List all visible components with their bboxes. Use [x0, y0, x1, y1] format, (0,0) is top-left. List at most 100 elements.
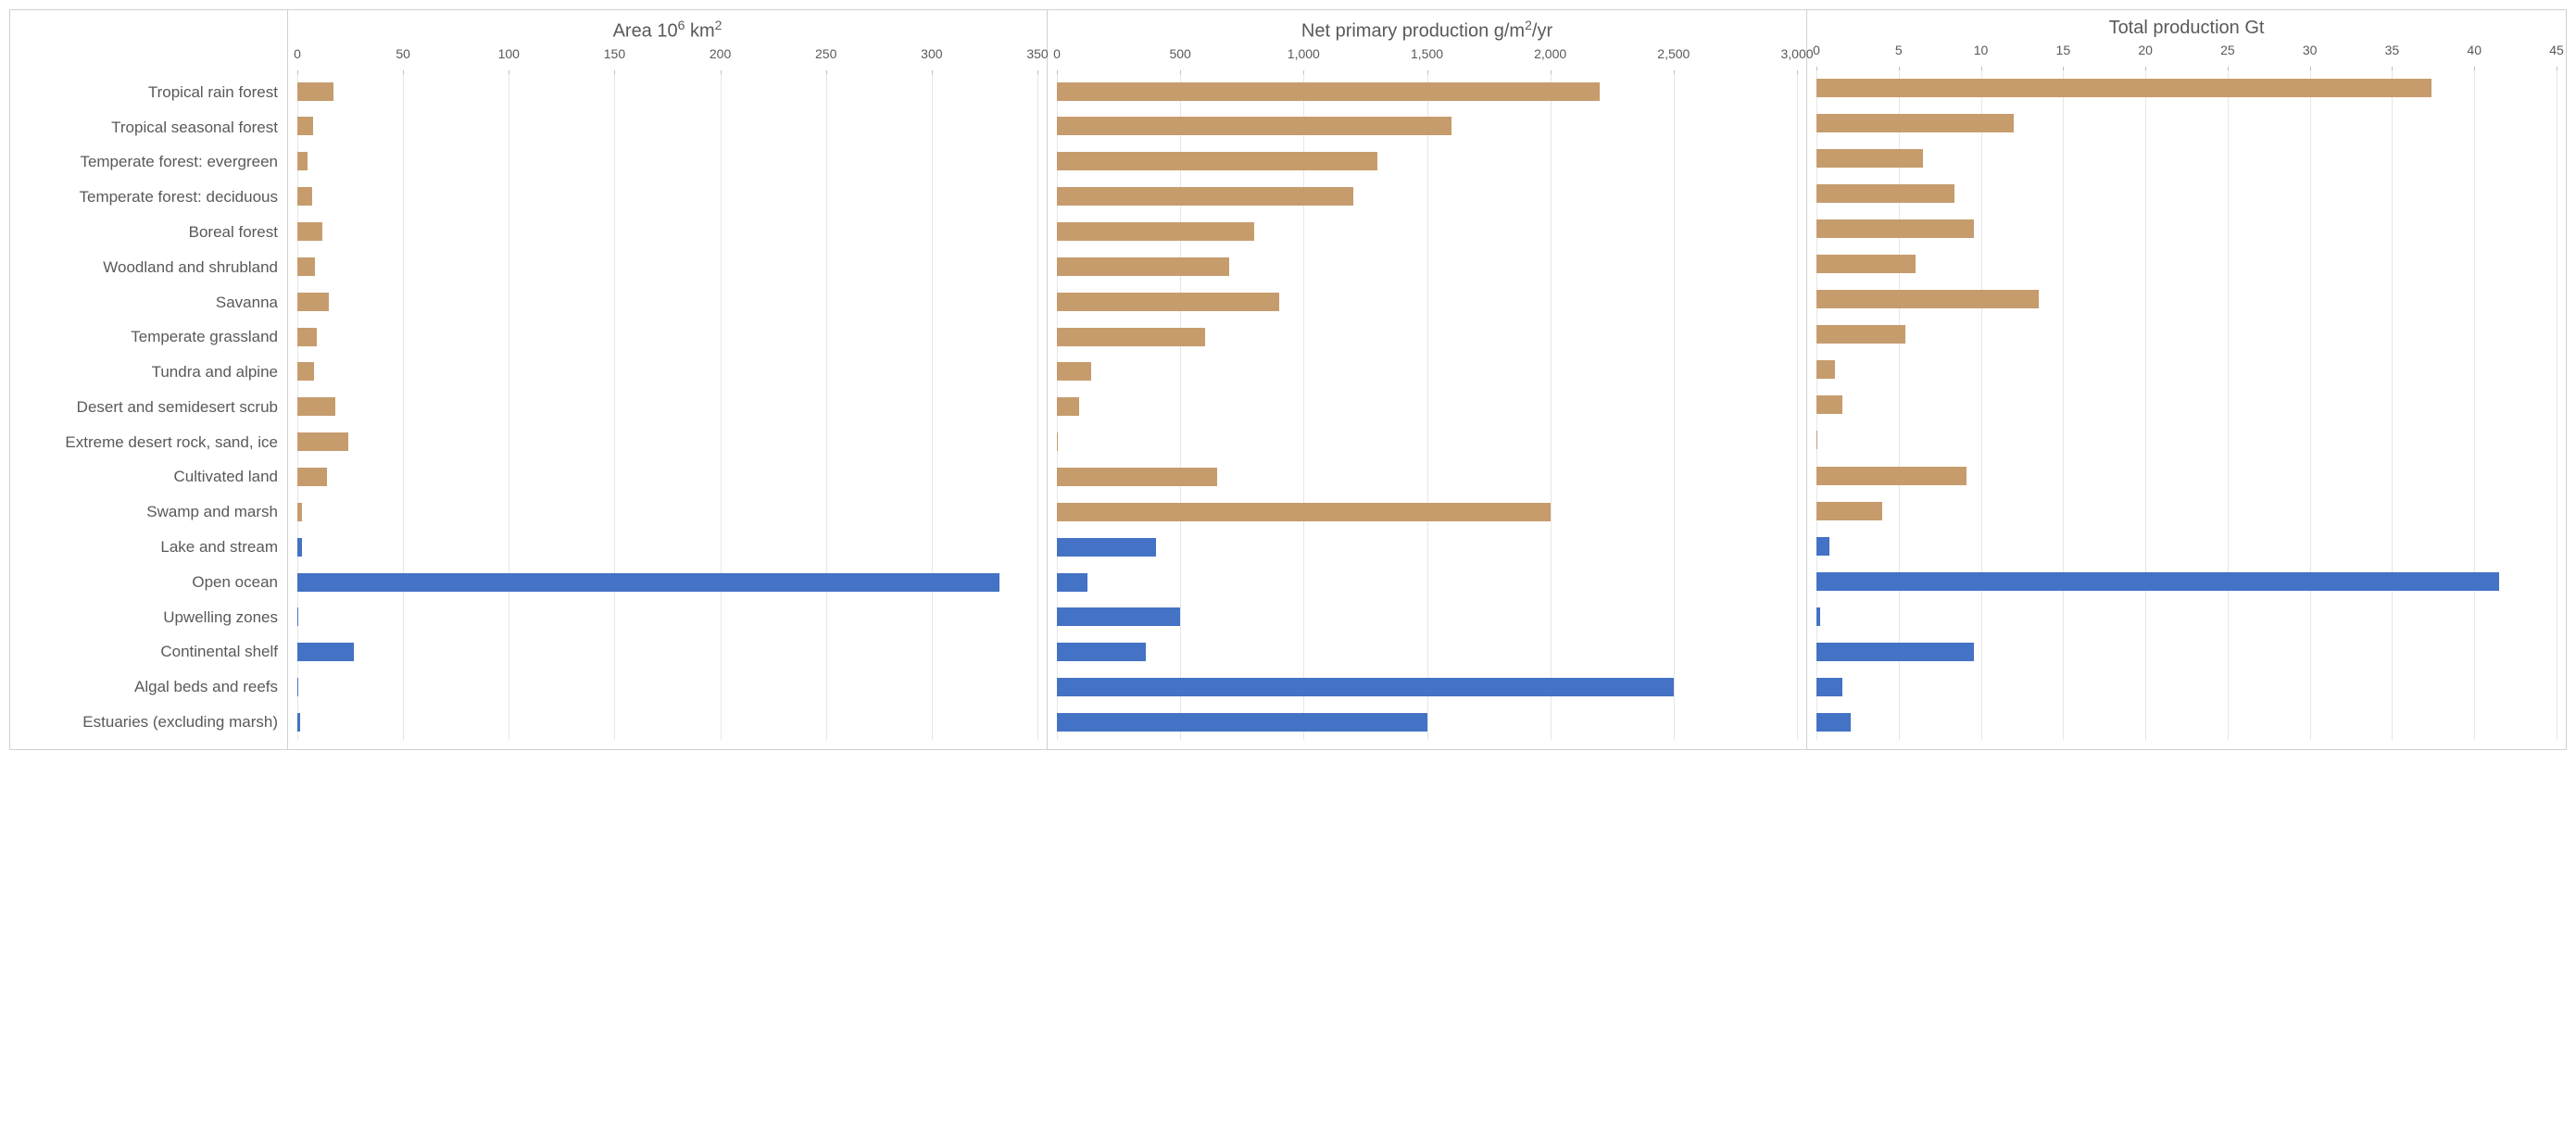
axis-tick-label: 0 [1813, 43, 1820, 57]
bar-row [297, 432, 1037, 451]
bar [297, 362, 314, 381]
bar [1057, 293, 1279, 311]
bar-row [1057, 222, 1797, 241]
bar-row [1816, 184, 2557, 203]
bar [1816, 360, 1835, 379]
bar-row [1816, 255, 2557, 273]
axis-tick-label: 200 [710, 46, 731, 61]
bar [1057, 538, 1156, 557]
bar-row [297, 328, 1037, 346]
axis-tick-label: 250 [815, 46, 836, 61]
bar-row [1057, 397, 1797, 416]
tick-mark [1797, 70, 1798, 74]
gridline [1797, 74, 1798, 740]
bar [297, 432, 348, 451]
bar [1057, 607, 1180, 626]
bar-row [1816, 79, 2557, 97]
bar-row [297, 468, 1037, 486]
bar [297, 293, 329, 311]
bar-row [1057, 607, 1797, 626]
bar [297, 643, 354, 661]
bar-row [1816, 643, 2557, 661]
bar [1816, 219, 1974, 238]
bar-row [1816, 537, 2557, 556]
category-label: Lake and stream [10, 538, 278, 557]
bar [1816, 467, 1967, 485]
axis-tick-label: 40 [2467, 43, 2482, 57]
bar [297, 607, 298, 626]
bar [1057, 643, 1146, 661]
axis-tick-label: 35 [2385, 43, 2400, 57]
bar [1057, 432, 1058, 451]
bar [297, 328, 317, 346]
bar [1057, 152, 1377, 170]
bar-row [1816, 572, 2557, 591]
bar [1816, 395, 1842, 414]
axis-tick-label: 10 [1974, 43, 1989, 57]
bar-row [297, 538, 1037, 557]
axis-tick-label: 0 [294, 46, 301, 61]
bar [1816, 114, 2014, 132]
bar-row [297, 573, 1037, 592]
category-label: Estuaries (excluding marsh) [10, 713, 278, 732]
axis-tick-label: 500 [1169, 46, 1190, 61]
bar-row [1816, 325, 2557, 344]
plot-area [1057, 74, 1797, 740]
bar [1057, 678, 1674, 696]
category-label: Temperate grassland [10, 328, 278, 346]
bar [1816, 325, 1905, 344]
plot-area [1816, 70, 2557, 740]
bar-row [1816, 360, 2557, 379]
bar [1816, 643, 1974, 661]
bar-row [1816, 467, 2557, 485]
bar-row [1057, 82, 1797, 101]
category-label: Savanna [10, 294, 278, 312]
bars-layer [1057, 74, 1797, 740]
axis-tick-label: 25 [2220, 43, 2235, 57]
bar [1816, 607, 1820, 626]
chart-panel: Area 106 km2050100150200250300350 [288, 10, 1048, 749]
bar [1057, 257, 1229, 276]
tick-mark [1037, 70, 1038, 74]
bar [297, 152, 308, 170]
category-label: Tundra and alpine [10, 363, 278, 382]
bar-row [1816, 290, 2557, 308]
bar-row [1816, 607, 2557, 626]
bar [1057, 503, 1551, 521]
bar [1057, 328, 1205, 346]
panel-title: Net primary production g/m2/yr [1048, 10, 1806, 46]
bar-row [1057, 503, 1797, 521]
axis-tick-label: 150 [604, 46, 625, 61]
bar [1816, 290, 2039, 308]
chart-container: Tropical rain forestTropical seasonal fo… [9, 9, 2567, 750]
bar-row [1057, 643, 1797, 661]
bar [1816, 255, 1916, 273]
axis-tick-label: 30 [2303, 43, 2318, 57]
bar [1816, 572, 2499, 591]
bar [1816, 713, 1851, 732]
bar [1057, 713, 1427, 732]
bar-row [297, 257, 1037, 276]
bar-row [1057, 573, 1797, 592]
bar [297, 678, 298, 696]
panel-title: Area 106 km2 [288, 10, 1047, 46]
bar [1816, 431, 1817, 449]
category-label: Swamp and marsh [10, 503, 278, 521]
bar-row [1816, 502, 2557, 520]
bar [1816, 537, 1829, 556]
bar [297, 257, 315, 276]
bar-row [297, 222, 1037, 241]
bars-layer [1816, 70, 2557, 740]
bar [1816, 502, 1882, 520]
axis-tick-label: 1,000 [1288, 46, 1320, 61]
bar-row [1057, 117, 1797, 135]
plot-area [297, 74, 1037, 740]
bar [1057, 468, 1217, 486]
bar [1057, 187, 1353, 206]
bar-row [1816, 114, 2557, 132]
bar-row [1816, 395, 2557, 414]
category-label: Cultivated land [10, 468, 278, 486]
labels-header-spacer [10, 10, 287, 75]
bar-row [1057, 293, 1797, 311]
axis-tick-label: 45 [2549, 43, 2564, 57]
